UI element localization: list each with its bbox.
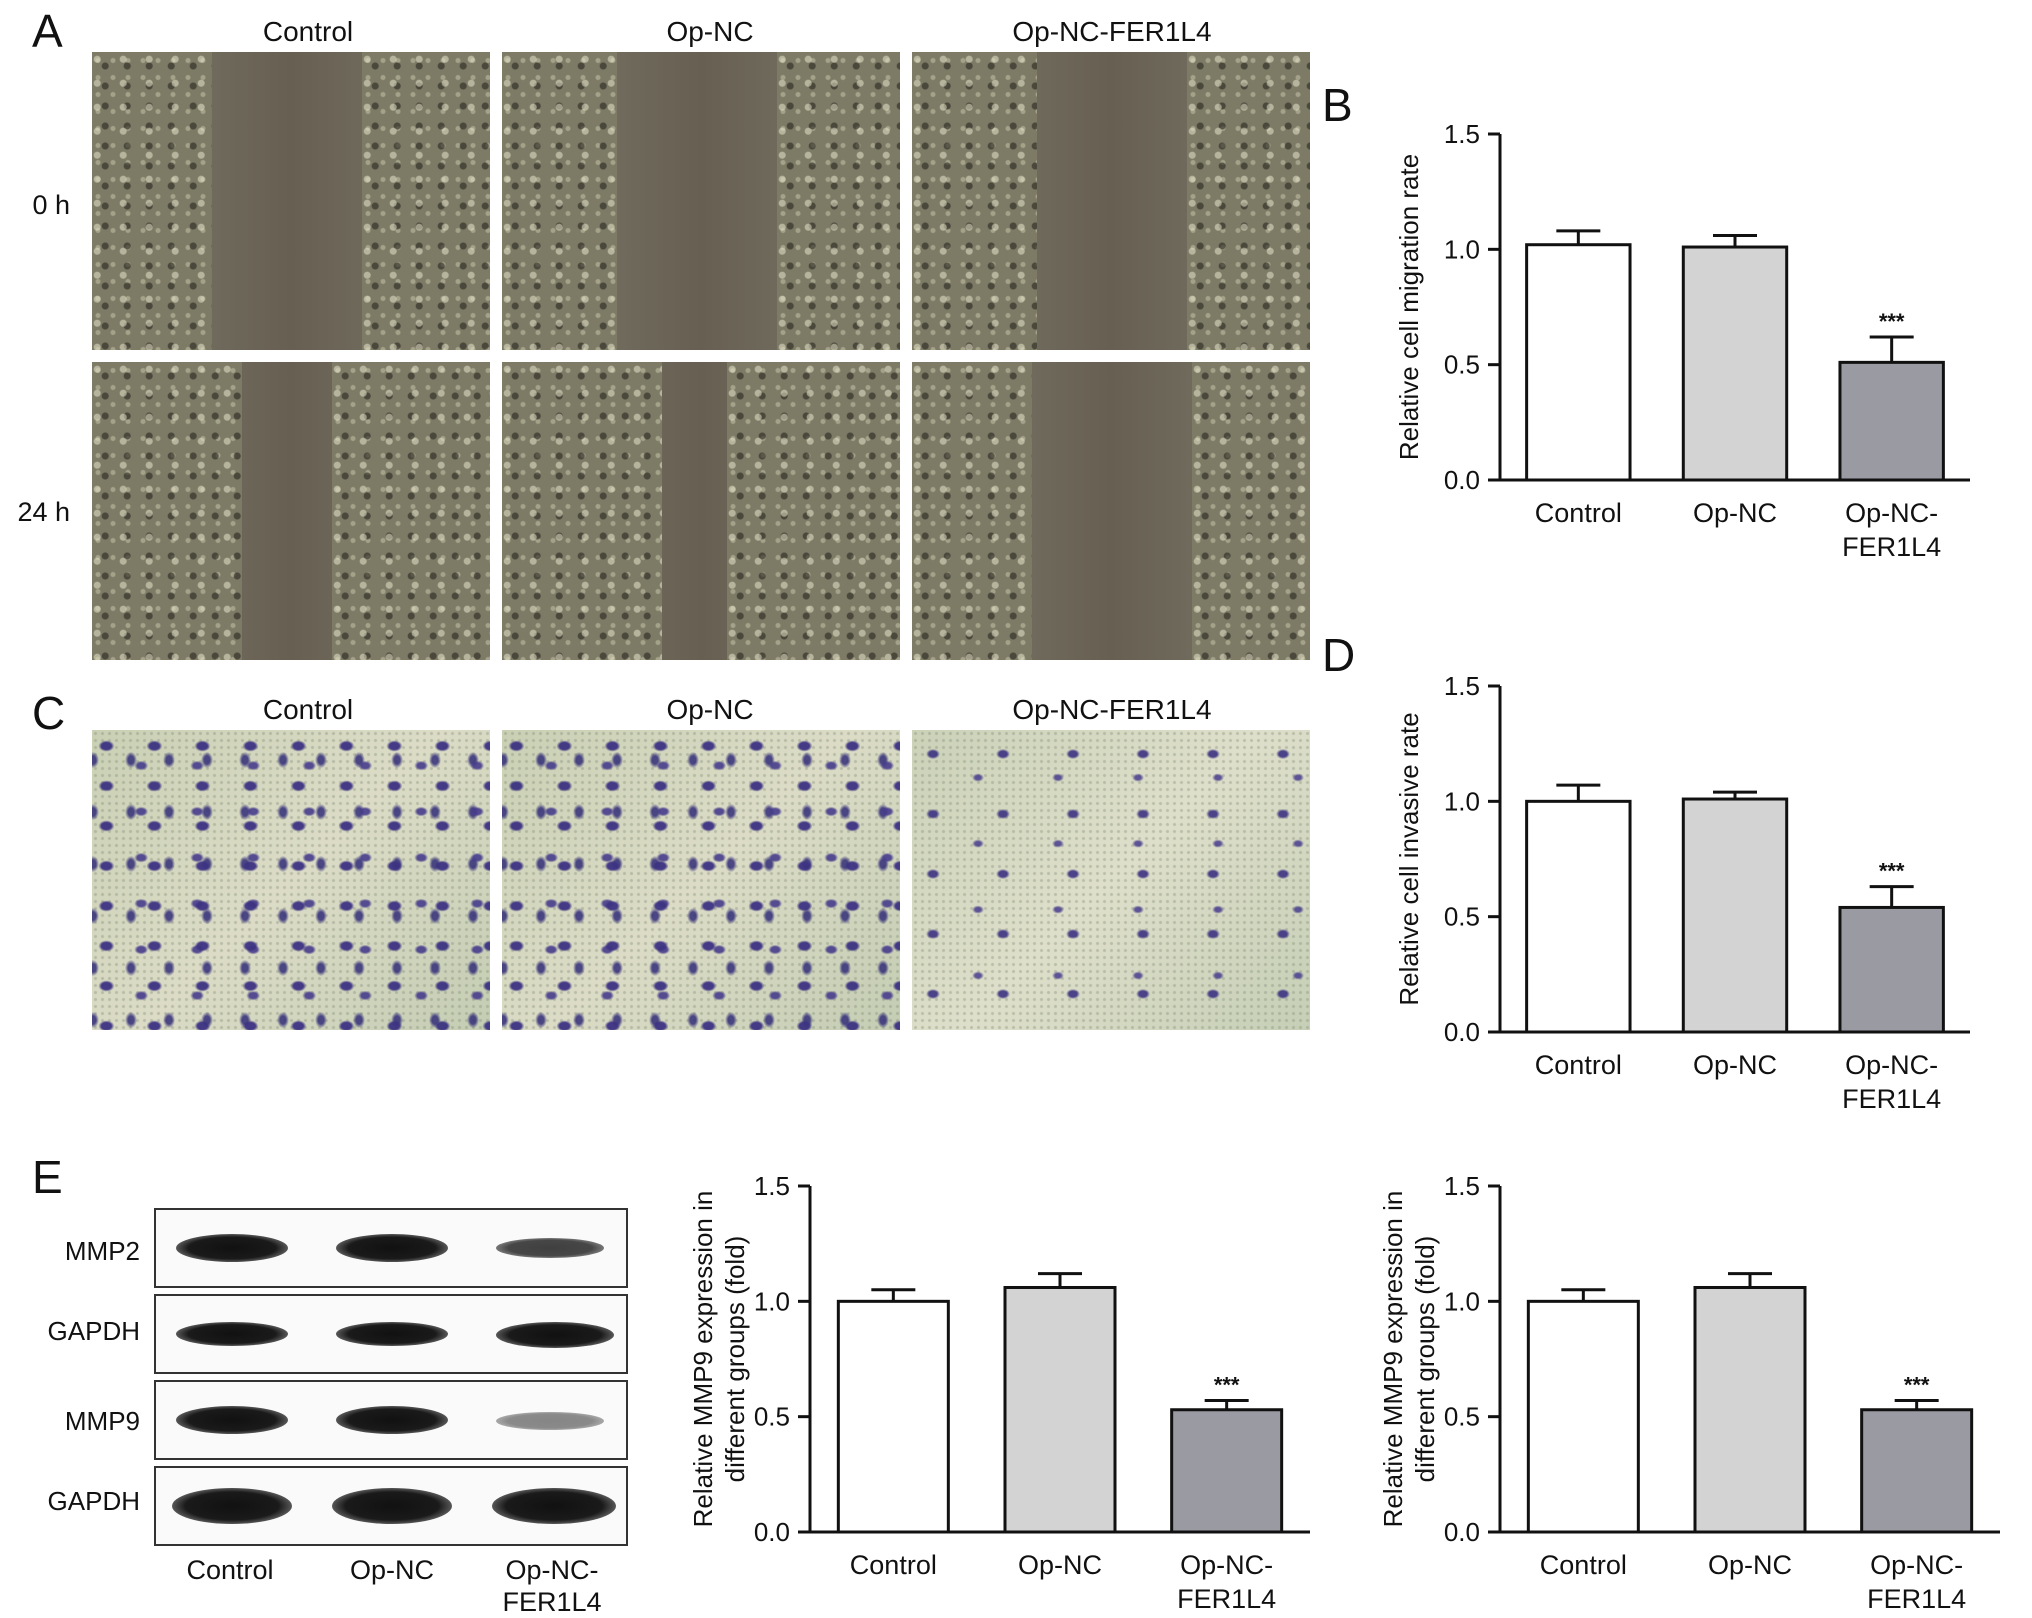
blot-label-mmp9: MMP9 <box>64 1406 140 1436</box>
y-tick-label: 1.0 <box>1444 234 1480 264</box>
transwell-image-opnc <box>502 730 900 1030</box>
y-axis-label: Relative cell migration rate <box>1394 154 1424 460</box>
bar <box>1525 799 1632 1034</box>
x-tick-label: Op-NC <box>1018 1550 1102 1580</box>
y-axis-label: Relative MMP9 expression in <box>1378 1191 1408 1528</box>
significance-label: *** <box>1904 1373 1930 1398</box>
x-tick-label: Op-NC <box>1708 1550 1792 1580</box>
scratch-image-opnc-0h <box>502 52 900 350</box>
scratch-image-control-0h <box>92 52 490 350</box>
x-tick-label: Op-NC-FER1L4 <box>1177 1550 1276 1612</box>
x-tick-label: Op-NC <box>1693 1050 1777 1080</box>
panel-a-row-0h: 0 h <box>32 190 70 220</box>
transwell-image-control <box>92 730 490 1030</box>
transwell-image-fer1l4 <box>912 730 1310 1030</box>
blot-xlabel-fer1l4: Op-NC- FER1L4 <box>502 1555 602 1617</box>
significance-label: *** <box>1214 1373 1240 1398</box>
panel-a-row-24h: 24 h <box>17 497 70 527</box>
x-tick-label: Control <box>1535 498 1622 528</box>
blot-xlabel-control: Control <box>186 1555 274 1585</box>
y-tick-label: 1.0 <box>1444 786 1480 816</box>
scratch-image-fer1l4-24h <box>912 362 1310 660</box>
blot-strip-gapdh-2 <box>154 1466 628 1546</box>
panel-a-col-opnc: Op-NC <box>666 16 754 47</box>
panel-b-letter: B <box>1322 79 1353 131</box>
bar <box>1525 243 1632 482</box>
x-tick-label: Control <box>1535 1050 1622 1080</box>
bar <box>1838 360 1945 482</box>
invasive-rate-bar-chart: 0.0 0.5 1.0 1.5 Relative cell invasive rate C… <box>1394 671 1970 1114</box>
y-tick-label: 0.0 <box>754 1517 790 1547</box>
x-tick-label: Op-NC-FER1L4 <box>1867 1550 1966 1612</box>
bar <box>1681 797 1789 1034</box>
y-tick-label: 0.5 <box>754 1402 790 1432</box>
y-tick-label: 0.0 <box>1444 1017 1480 1047</box>
panel-a-col-control: Control <box>262 16 354 47</box>
blot-label-mmp2: MMP2 <box>64 1236 140 1266</box>
scratch-image-fer1l4-0h <box>912 52 1310 350</box>
y-axis-label: Relative cell invasive rate <box>1394 712 1424 1005</box>
x-tick-label: Op-NC <box>1693 498 1777 528</box>
y-axis-label: Relative MMP9 expression in <box>688 1191 718 1528</box>
y-tick-label: 1.5 <box>1444 1171 1480 1201</box>
y-tick-label: 1.0 <box>754 1286 790 1316</box>
bar <box>1693 1285 1807 1534</box>
y-tick-label: 0.5 <box>1444 902 1480 932</box>
panel-c-letter: C <box>32 687 66 739</box>
significance-label: *** <box>1879 309 1905 334</box>
y-tick-label: 1.5 <box>754 1171 790 1201</box>
x-tick-label: Control <box>1540 1550 1627 1580</box>
panel-c-col-control: Control <box>262 694 354 725</box>
blot-strip-mmp2 <box>154 1208 628 1288</box>
x-tick-label: Control <box>850 1550 937 1580</box>
panel-d-letter: D <box>1322 629 1356 681</box>
bar <box>836 1299 950 1534</box>
panel-c-col-fer1l4: Op-NC-FER1L4 <box>1012 694 1212 725</box>
y-tick-label: 1.5 <box>1444 671 1480 701</box>
bar <box>1681 245 1789 482</box>
panel-a-col-fer1l4: Op-NC-FER1L4 <box>1012 16 1212 47</box>
panel-e-letter: E <box>32 1151 63 1203</box>
y-tick-label: 1.5 <box>1444 119 1480 149</box>
blot-label-gapdh-2: GAPDH <box>47 1486 140 1516</box>
y-axis-label: different groups (fold) <box>1410 1236 1440 1483</box>
mmp-expression-bar-chart-2: 0.0 0.5 1.0 1.5 Relative MMP9 expression in d… <box>1378 1171 2000 1612</box>
blot-strip-mmp9 <box>154 1380 628 1460</box>
migration-rate-bar-chart: 0.0 0.5 1.0 1.5 Relative cell migration rate… <box>1394 119 1970 562</box>
x-tick-label: Op-NC-FER1L4 <box>1842 498 1941 562</box>
y-axis-label: different groups (fold) <box>720 1236 750 1483</box>
mmp-expression-bar-chart-1: 0.0 0.5 1.0 1.5 Relative MMP9 expression in d… <box>688 1171 1310 1612</box>
y-tick-label: 0.5 <box>1444 350 1480 380</box>
panel-c-col-opnc: Op-NC <box>666 694 754 725</box>
scratch-image-control-24h <box>92 362 490 660</box>
significance-label: *** <box>1879 859 1905 884</box>
scratch-image-opnc-24h <box>502 362 900 660</box>
x-tick-label: Op-NC-FER1L4 <box>1842 1050 1941 1114</box>
y-tick-label: 0.0 <box>1444 465 1480 495</box>
y-tick-label: 0.5 <box>1444 1402 1480 1432</box>
bar <box>1860 1408 1974 1534</box>
panel-a-letter: A <box>32 5 63 57</box>
blot-label-gapdh-1: GAPDH <box>47 1316 140 1346</box>
bar <box>1838 905 1945 1034</box>
y-tick-label: 0.0 <box>1444 1517 1480 1547</box>
bar <box>1003 1285 1117 1534</box>
blot-xlabel-opnc: Op-NC <box>349 1555 434 1585</box>
bar <box>1170 1408 1284 1534</box>
y-tick-label: 1.0 <box>1444 1286 1480 1316</box>
bar <box>1526 1299 1640 1534</box>
blot-strip-gapdh-1 <box>154 1294 628 1374</box>
